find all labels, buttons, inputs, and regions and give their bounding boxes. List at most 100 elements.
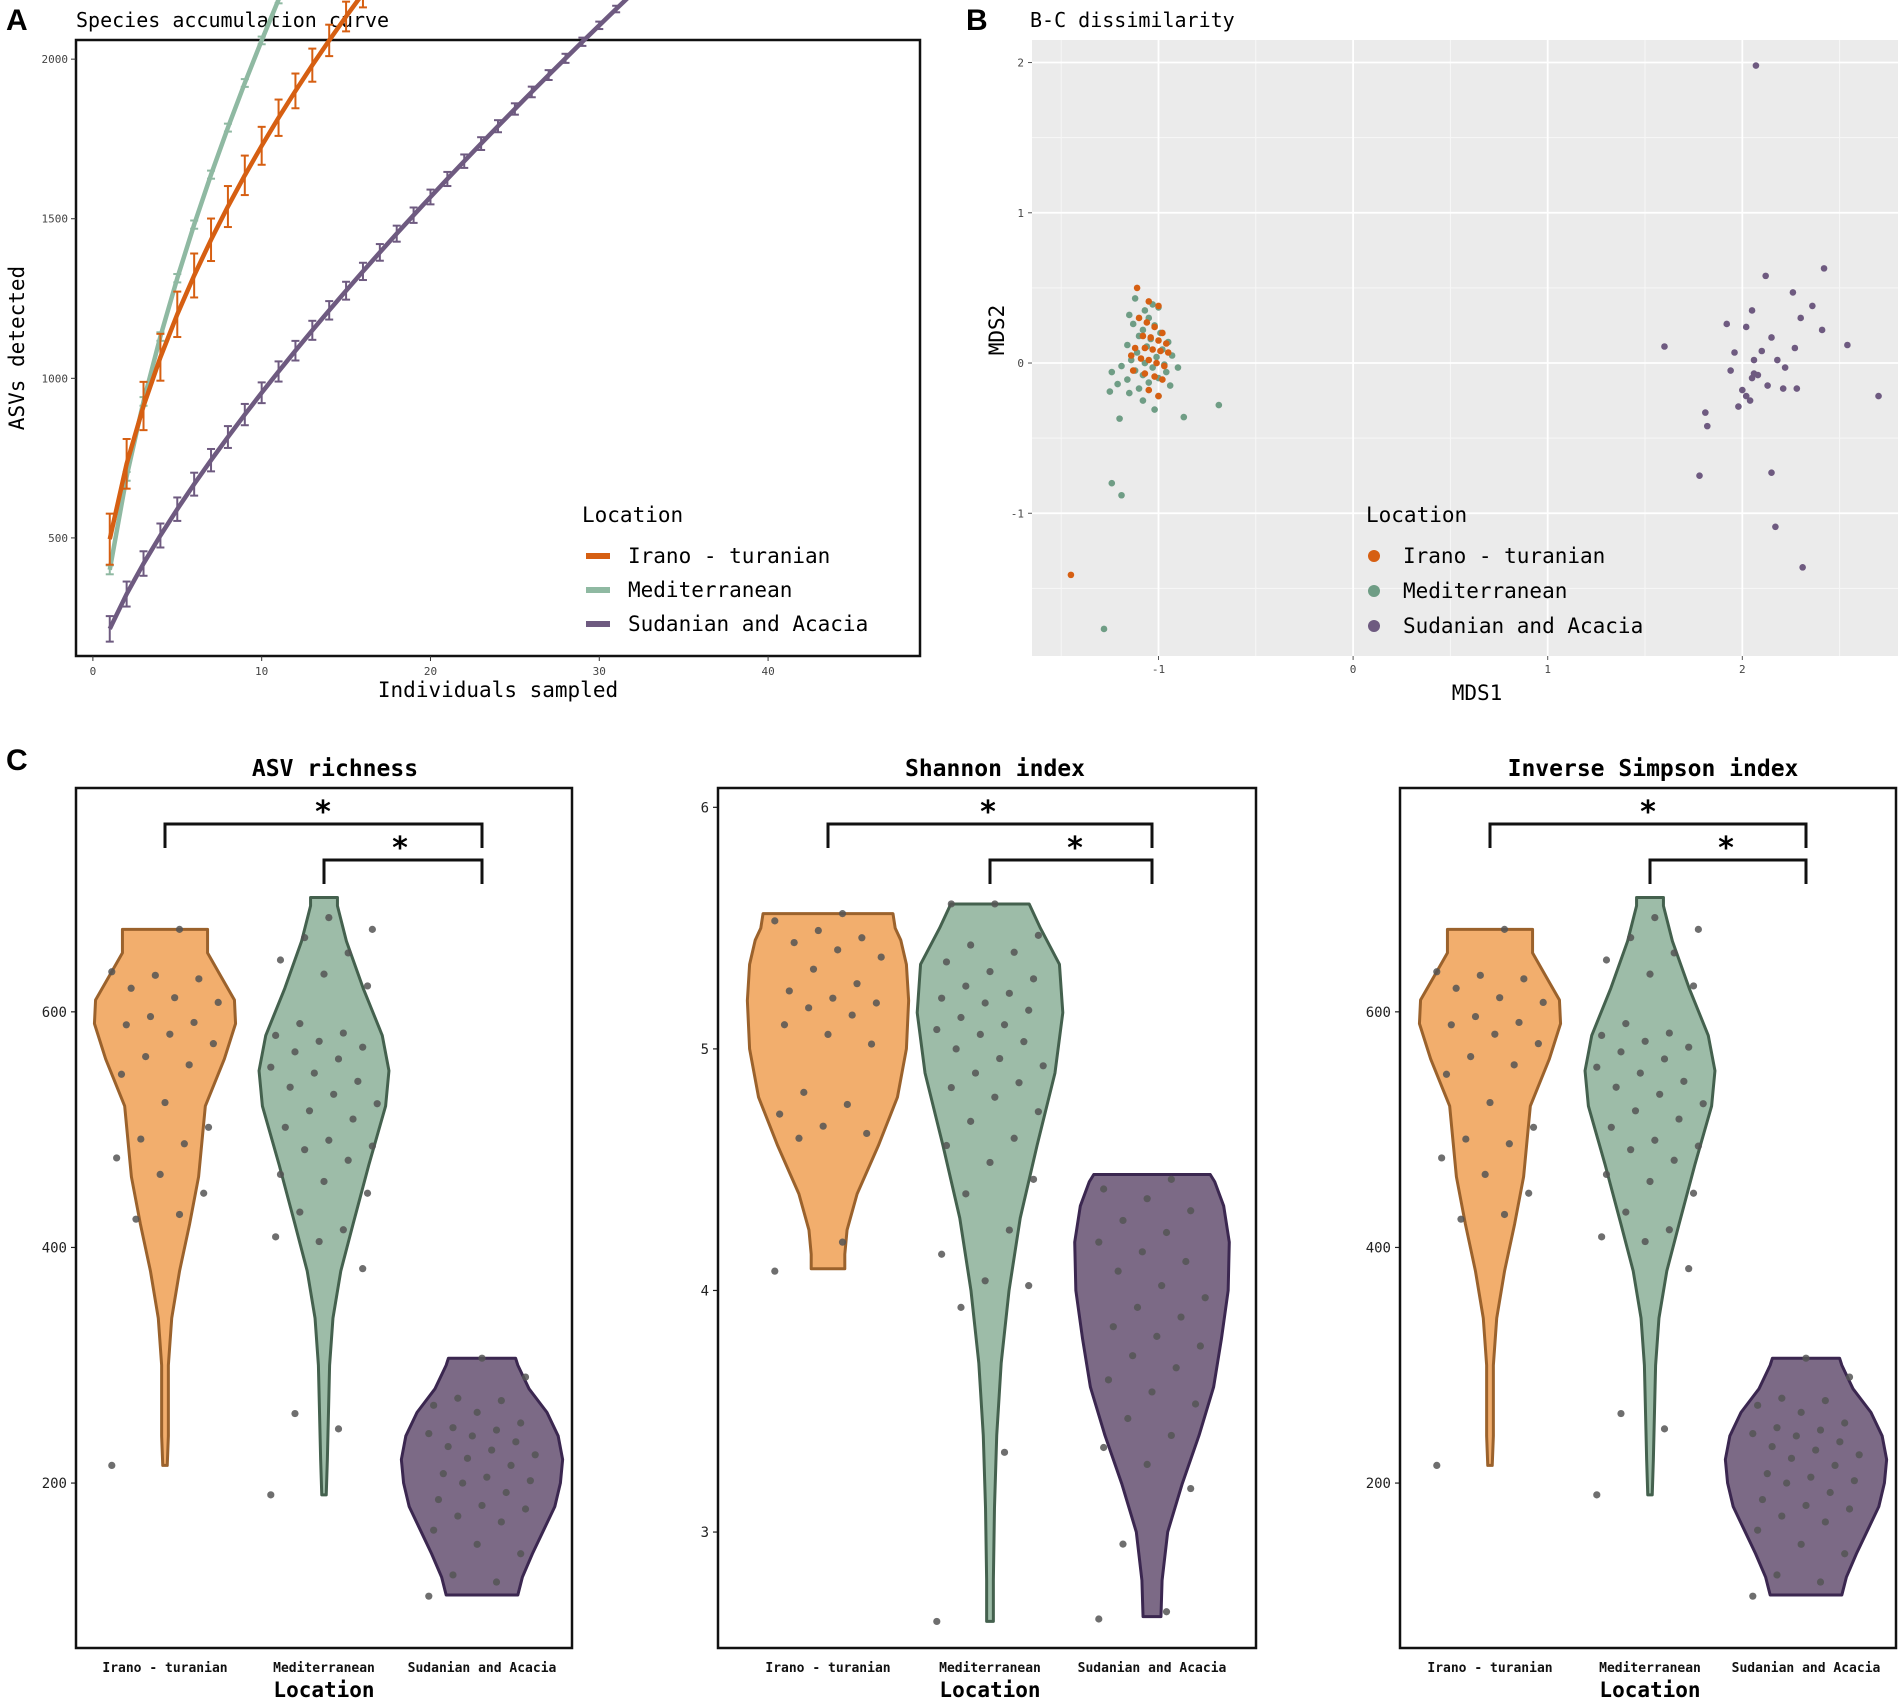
panel-b-x-label: MDS1: [1452, 681, 1503, 705]
panel-c3-jitter-point: [1462, 1135, 1470, 1143]
panel-c3-jitter-point: [1457, 1215, 1465, 1223]
panel-b-point: [1789, 289, 1797, 296]
panel-c1-jitter-point: [502, 1488, 510, 1497]
panel-b-legend-title: Location: [1366, 503, 1467, 527]
panel-b-point: [1180, 413, 1188, 421]
panel-b-point: [1135, 385, 1143, 392]
panel-c1-jitter-point: [521, 1373, 530, 1381]
panel-b-point: [1793, 385, 1801, 392]
panel-a-y-label: ASVs detected: [5, 266, 29, 430]
panel-b-point: [1164, 349, 1172, 356]
panel-c3-jitter-point: [1486, 1098, 1494, 1107]
panel-c3-jitter-point: [1685, 1043, 1693, 1051]
panel-c3-jitter-point: [1438, 1154, 1446, 1162]
panel-c3-frame: [1398, 786, 1898, 1650]
panel-a-x-label: Individuals sampled: [378, 678, 618, 702]
panel-c1-jitter-point: [325, 913, 333, 922]
panel-c1-jitter-point: [492, 1426, 501, 1434]
panel-c3-jitter-point: [1699, 1100, 1707, 1108]
panel-c1-content: 200 400 600 Irano - turanian Mediterranean Su…: [42, 795, 565, 1676]
panel-c1-jitter-point: [497, 1397, 505, 1405]
panel-c1-violin-2: [399, 1356, 565, 1597]
panel-c3-jitter-point: [1768, 1442, 1776, 1451]
panel-b-point: [1145, 356, 1153, 364]
panel-a-x-tick-label: 10: [255, 665, 268, 678]
panel-b-y-tick-label: 1: [1017, 207, 1024, 220]
panel-c3-jitter-point: [1622, 1020, 1630, 1028]
panel-c3-jitter-point: [1529, 1123, 1538, 1131]
panel-c2-jitter-point: [1201, 1294, 1209, 1302]
panel-b-point: [1124, 341, 1131, 349]
panel-b-point: [1139, 397, 1147, 404]
panel-b-point: [1703, 422, 1711, 430]
panel-b-point: [1151, 406, 1158, 413]
panel-b-point: [1145, 298, 1153, 305]
panel-b-y-label: MDS2: [985, 305, 1009, 356]
panel-b-point: [1781, 364, 1789, 371]
panel-b-point: [1159, 376, 1166, 383]
panel-c2-jitter-point: [795, 1134, 803, 1142]
panel-c3-jitter-point: [1641, 1037, 1649, 1045]
panel-c1-jitter-point: [315, 1237, 323, 1246]
panel-c1-jitter-point: [276, 956, 285, 964]
panel-c2-jitter-point: [1025, 1006, 1033, 1014]
panel-b-point: [1145, 379, 1153, 386]
panel-b-point: [1126, 311, 1133, 319]
panel-c1-jitter-point: [430, 1401, 438, 1409]
panel-a-series-line: [107, 0, 629, 630]
panel-c3-jitter-point: [1656, 1090, 1664, 1098]
panel-c1-jitter-point: [214, 998, 222, 1007]
panel-b-point: [1739, 386, 1746, 394]
panel-b-point: [1754, 371, 1762, 379]
panel-c2-violin-2: [1073, 1173, 1231, 1619]
panel-c1-jitter-point: [344, 949, 352, 957]
panel-c3-jitter-point: [1680, 1077, 1688, 1085]
panel-b-point: [1746, 397, 1754, 404]
panel-c3-jitter-point: [1593, 1063, 1601, 1071]
panel-c2-jitter-point: [776, 1110, 784, 1118]
panel-c1-jitter-point: [439, 1470, 447, 1478]
panel-a-series-0: [105, 0, 367, 566]
panel-c2-jitter-point: [1029, 975, 1038, 983]
panel-c1-frame: [74, 786, 574, 1650]
panel-b-point: [1151, 323, 1158, 331]
panel-c3-jitter-point: [1855, 1451, 1863, 1459]
panel-c3-violin-0: [1417, 927, 1563, 1467]
panel-c3-jitter-point: [1836, 1438, 1844, 1446]
panel-b-point: [1149, 364, 1156, 371]
panel-c3-content: 200 400 600 Irano - turanian Mediterranean Su…: [1366, 795, 1889, 1676]
panel-c3-x-category-label: Sudanian and Acacia: [1732, 1661, 1881, 1676]
panel-b-point: [1151, 373, 1158, 380]
panel-c2-jitter-point: [962, 1190, 970, 1198]
panel-c3-jitter-point: [1797, 1540, 1805, 1548]
panel-c2-jitter-point: [957, 1013, 965, 1022]
panel-b-point: [1116, 415, 1123, 422]
panel-c2-jitter-point: [877, 953, 885, 961]
panel-c1-jitter-point: [334, 1425, 343, 1433]
panel-b-point: [1141, 307, 1149, 314]
panel-c1-significance-star: *: [314, 795, 332, 830]
panel-c3-jitter-point: [1675, 1115, 1683, 1123]
panel-c1-jitter-point: [454, 1394, 462, 1402]
panel-b-point: [1139, 326, 1147, 334]
panel-c2-jitter-point: [991, 1093, 999, 1101]
panel-c3-x-category-label: Irano - turanian: [1427, 1661, 1552, 1676]
panel-c2-jitter-point: [867, 1040, 876, 1048]
panel-c2-jitter-point: [1095, 1615, 1103, 1623]
panel-a-legend-title: Location: [582, 503, 683, 527]
panel-b-point: [1797, 314, 1804, 322]
panel-c1-significance-bracket: [322, 858, 484, 884]
panel-c3-jitter-point: [1646, 970, 1654, 978]
panel-c2-y-tick-label: 5: [701, 1042, 709, 1058]
panel-c3-jitter-point: [1802, 1354, 1810, 1362]
panel-c3-x-label: Location: [1599, 1678, 1700, 1702]
panel-c2-jitter-point: [971, 1069, 980, 1077]
panel-c3-jitter-point: [1783, 1479, 1791, 1487]
panel-b-legend-label-irano: Irano - turanian: [1403, 544, 1605, 568]
panel-c1-violin-0: [92, 927, 238, 1467]
panel-b-point: [1143, 319, 1151, 326]
panel-a-series-2: [105, 0, 629, 643]
panel-b-point: [1108, 479, 1116, 487]
panel-c2-jitter-point: [829, 994, 837, 1002]
panel-a-y-tick-label: 1000: [42, 372, 69, 385]
